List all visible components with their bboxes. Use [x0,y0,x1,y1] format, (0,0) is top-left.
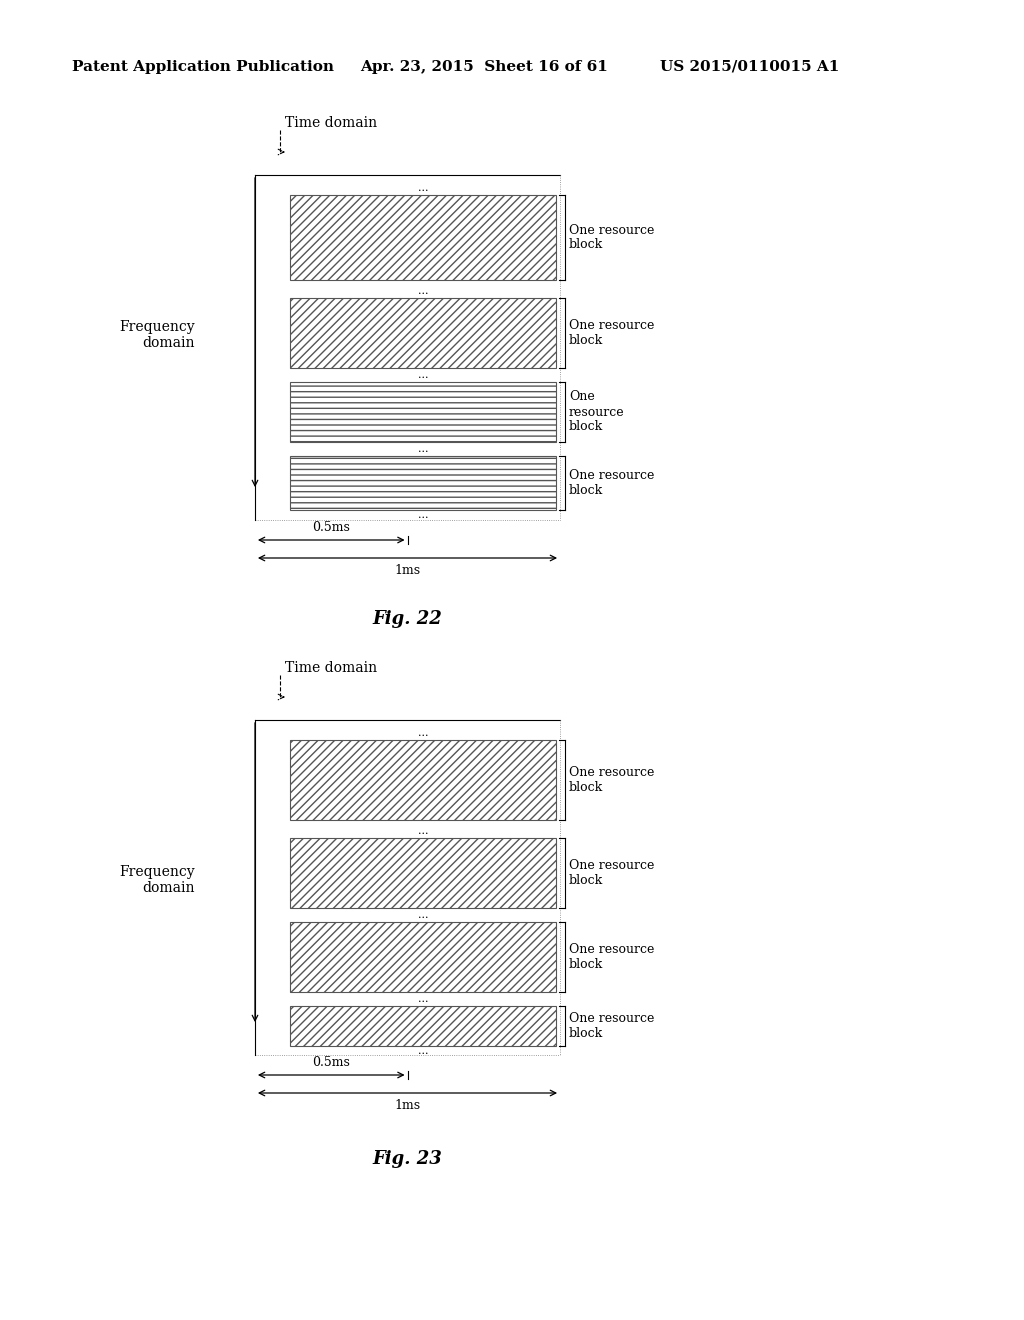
Text: ...: ... [418,1045,428,1056]
Text: Fig. 23: Fig. 23 [373,1150,442,1168]
Bar [290,1006,556,1045]
Bar [290,455,556,510]
Text: 0.5ms: 0.5ms [312,521,350,535]
Text: Patent Application Publication: Patent Application Publication [72,59,334,74]
Text: Time domain: Time domain [285,116,377,129]
Text: Frequency
domain: Frequency domain [120,319,195,350]
Text: 1ms: 1ms [394,1100,421,1111]
Bar [290,298,556,368]
Text: ...: ... [418,994,428,1005]
Text: US 2015/0110015 A1: US 2015/0110015 A1 [660,59,840,74]
Text: ...: ... [418,510,428,520]
Text: Time domain: Time domain [285,661,377,675]
Text: One resource
block: One resource block [569,942,654,972]
Text: ...: ... [418,183,428,193]
Text: One resource
block: One resource block [569,223,654,252]
Text: ...: ... [418,909,428,920]
Text: Frequency
domain: Frequency domain [120,865,195,895]
Text: One resource
block: One resource block [569,859,654,887]
Text: Fig. 22: Fig. 22 [373,610,442,628]
Bar [290,921,556,993]
Text: One resource
block: One resource block [569,1012,654,1040]
Bar [290,838,556,908]
Text: ...: ... [418,826,428,836]
Text: One resource
block: One resource block [569,319,654,347]
Bar [290,741,556,820]
Text: Apr. 23, 2015  Sheet 16 of 61: Apr. 23, 2015 Sheet 16 of 61 [360,59,608,74]
Text: ...: ... [418,729,428,738]
Text: 0.5ms: 0.5ms [312,1056,350,1069]
Text: One resource
block: One resource block [569,766,654,795]
Bar [290,381,556,442]
Text: One resource
block: One resource block [569,469,654,498]
Bar [290,195,556,280]
Text: 1ms: 1ms [394,564,421,577]
Text: ...: ... [418,370,428,380]
Text: ...: ... [418,444,428,454]
Text: One
resource
block: One resource block [569,391,625,433]
Text: ...: ... [418,286,428,296]
